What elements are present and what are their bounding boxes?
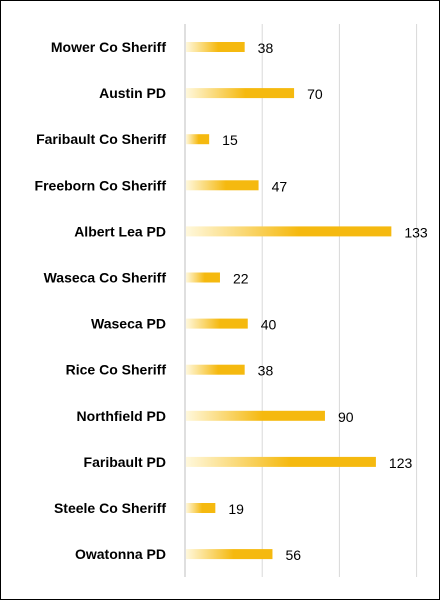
bar bbox=[186, 364, 245, 375]
category-label: Waseca PD bbox=[91, 316, 166, 332]
bar bbox=[186, 42, 245, 52]
data-label: 19 bbox=[228, 501, 244, 517]
data-label: 70 bbox=[307, 86, 323, 102]
data-label: 90 bbox=[338, 409, 354, 425]
category-label: Freeborn Co Sheriff bbox=[35, 177, 167, 193]
data-label: 56 bbox=[285, 547, 301, 563]
bar bbox=[186, 318, 248, 329]
category-label: Northfield PD bbox=[77, 408, 166, 424]
data-label: 15 bbox=[222, 132, 238, 148]
data-label: 47 bbox=[272, 178, 288, 194]
gridlines bbox=[184, 24, 418, 577]
bar bbox=[186, 272, 220, 283]
bar bbox=[186, 549, 273, 560]
bar bbox=[186, 88, 295, 99]
category-label: Rice Co Sheriff bbox=[66, 362, 167, 378]
bar bbox=[186, 503, 216, 513]
value-labels: 38 70 15 47 133 22 40 38 90 123 19 56 bbox=[222, 40, 428, 563]
category-label: Owatonna PD bbox=[75, 546, 166, 562]
category-label: Faribault PD bbox=[84, 454, 166, 470]
bar bbox=[186, 134, 210, 145]
data-label: 22 bbox=[233, 271, 249, 287]
bar bbox=[186, 180, 259, 191]
category-labels: Mower Co Sheriff Austin PD Faribault Co Sh… bbox=[35, 39, 167, 562]
category-label: Steele Co Sheriff bbox=[54, 500, 166, 516]
bar bbox=[186, 226, 392, 237]
data-label: 38 bbox=[258, 363, 274, 379]
bar bbox=[186, 456, 376, 467]
data-label: 38 bbox=[258, 40, 274, 56]
category-label: Mower Co Sheriff bbox=[51, 39, 166, 55]
data-label: 40 bbox=[261, 317, 277, 333]
data-label: 123 bbox=[389, 455, 413, 471]
bars bbox=[186, 42, 392, 560]
category-label: Albert Lea PD bbox=[74, 223, 166, 239]
data-label: 133 bbox=[404, 224, 428, 240]
category-label: Austin PD bbox=[99, 85, 166, 101]
category-label: Waseca Co Sheriff bbox=[44, 270, 167, 286]
category-label: Faribault Co Sheriff bbox=[36, 131, 166, 147]
bar bbox=[186, 410, 325, 421]
